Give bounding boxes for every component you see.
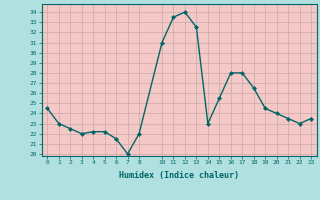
- X-axis label: Humidex (Indice chaleur): Humidex (Indice chaleur): [119, 171, 239, 180]
